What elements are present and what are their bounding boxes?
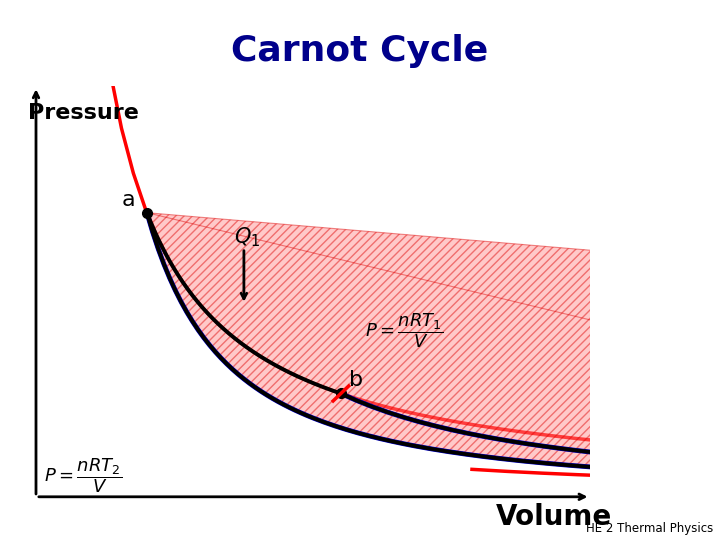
Text: HE 2 Thermal Physics: HE 2 Thermal Physics xyxy=(585,522,713,535)
Text: Volume: Volume xyxy=(496,503,613,531)
Text: $P = \dfrac{nRT_2}{V}$: $P = \dfrac{nRT_2}{V}$ xyxy=(45,457,122,495)
Text: Pressure: Pressure xyxy=(27,103,138,123)
Text: Carnot Cycle: Carnot Cycle xyxy=(231,35,489,68)
Text: $P = \dfrac{nRT_1}{V}$: $P = \dfrac{nRT_1}{V}$ xyxy=(365,311,444,349)
Text: a: a xyxy=(122,191,135,211)
Text: b: b xyxy=(349,369,364,389)
Polygon shape xyxy=(147,213,720,494)
Text: $Q_1$: $Q_1$ xyxy=(234,225,260,249)
